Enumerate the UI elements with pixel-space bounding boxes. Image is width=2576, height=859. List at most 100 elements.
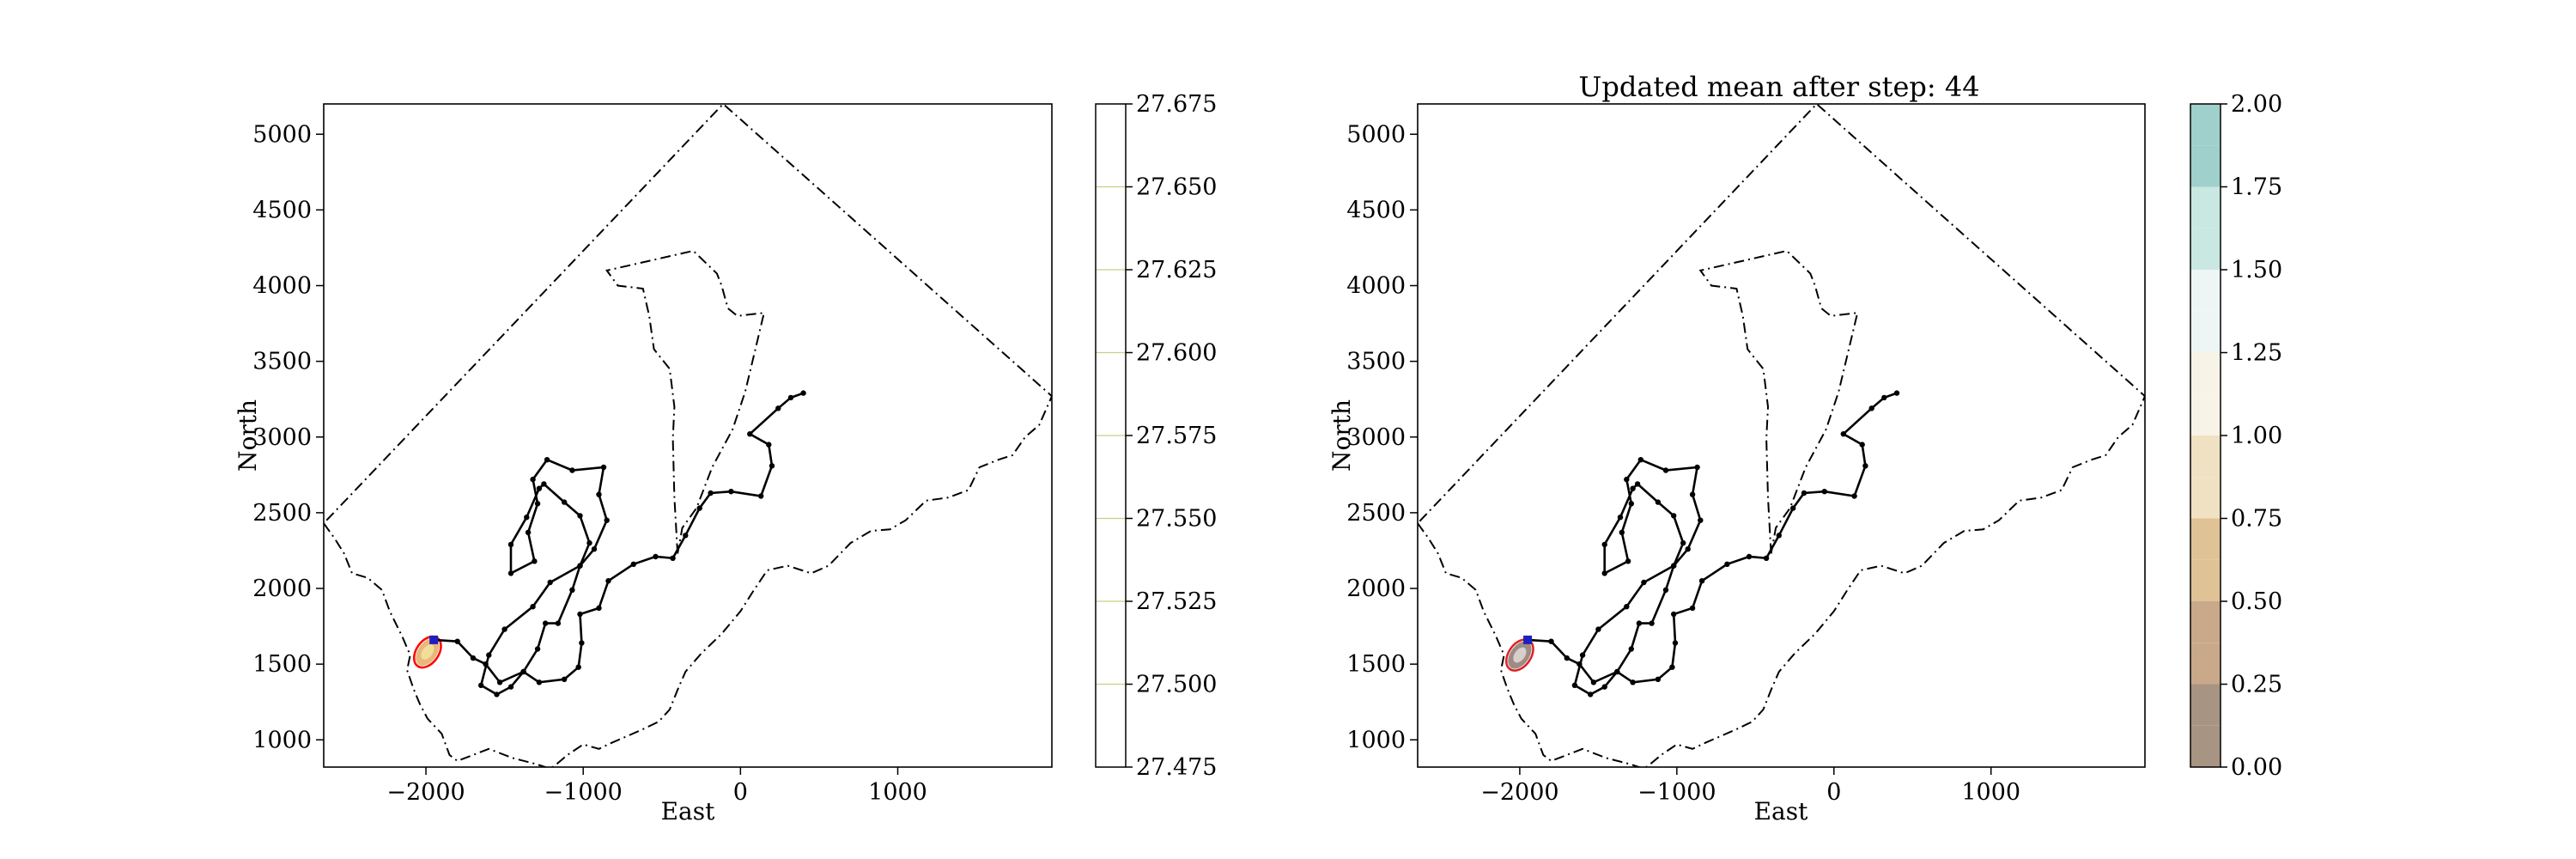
colorbar-tick-label: 27.475 [1136,754,1217,781]
colorbar-tick-label: 1.75 [2231,174,2282,201]
right-y-ticks: 1000 1500 2000 2500 3000 3500 4000 4500 5000 [1346,121,1418,753]
colorbar-tick-label: 0.75 [2231,506,2282,533]
survey-point [1698,578,1705,584]
survey-point [630,561,636,567]
y-tick-label: 4500 [1346,197,1406,223]
y-tick-label: 4000 [252,273,312,300]
survey-point [1698,517,1704,523]
y-tick-label: 4000 [1346,273,1406,300]
survey-point [541,481,547,487]
colorbar-band [2190,104,2221,146]
left-y-ticks: 1000 1500 2000 2500 3000 3500 4000 4500 5000 [252,121,324,753]
x-tick-label: 1000 [1961,779,2020,806]
survey-point [501,626,507,632]
colorbar-tick-label: 27.500 [1136,672,1217,698]
boundary-inner-line [605,249,766,554]
survey-point [1564,655,1571,661]
y-tick-label: 2000 [1346,576,1406,602]
y-tick-label: 2500 [1346,500,1406,527]
survey-point [1625,558,1631,564]
colorbar-tick-label: 27.675 [1136,91,1217,118]
boundary-inner-line [1698,249,1859,554]
survey-point [1579,652,1586,658]
survey-point [507,684,514,690]
survey-point [1662,587,1669,593]
survey-point [769,463,775,469]
survey-point [532,558,538,564]
survey-point [577,513,583,519]
survey-point [1614,668,1620,675]
y-tick-label: 1500 [252,651,312,678]
survey-point [1601,684,1607,690]
survey-point [605,578,611,584]
survey-point [600,464,607,471]
survey-point [1671,513,1677,519]
colorbar-tick-label: 27.550 [1136,506,1217,533]
survey-point [562,499,568,505]
left-panel: −2000 −1000 0 1000 1000 1500 2000 2500 3000 3500… [234,91,1217,825]
survey-point [775,405,781,411]
x-tick-label: 1000 [868,779,927,806]
x-tick-label: 0 [1826,779,1841,806]
highlight-ellipse-core [1513,647,1527,663]
colorbar-band [2190,559,2221,601]
boundary-outer-line [1418,104,2145,767]
survey-point [1859,442,1865,448]
survey-point [586,539,592,546]
right-x-ticks: −2000 −1000 0 1000 [1480,767,2020,806]
survey-point [1636,620,1643,626]
y-tick-label: 5000 [1346,121,1406,148]
x-tick-label: 0 [733,779,748,806]
survey-point [1630,679,1636,685]
right-panel: Updated mean after step: 44 −2000 −1000 0 1… [1327,70,2282,825]
survey-point [1619,529,1625,535]
colorbar-tick-label: 1.25 [2231,340,2282,367]
colorbar-band [2190,684,2221,726]
y-tick-label: 3500 [1346,349,1406,375]
survey-point [1637,457,1644,463]
colorbar-band [2190,228,2221,270]
survey-point [525,529,532,535]
survey-point [1724,561,1730,567]
colorbar-tick-label: 27.650 [1136,174,1217,201]
current-position-marker [429,635,439,644]
survey-point [483,661,489,667]
survey-point [1655,676,1662,682]
survey-point [534,646,541,652]
survey-point [454,638,460,644]
survey-point [1801,490,1807,497]
survey-point [1601,541,1607,548]
survey-point [596,605,602,612]
y-tick-label: 1000 [252,727,312,753]
colorbar-tick-label: 27.600 [1136,340,1217,367]
colorbar-band [2190,270,2221,312]
survey-point [1624,476,1630,483]
survey-point [1689,605,1696,612]
survey-point [530,604,536,610]
survey-point [747,431,753,437]
survey-point [1851,493,1857,499]
survey-point [1641,579,1647,586]
survey-point [579,640,585,646]
left-y-axis-label: North [234,399,262,472]
current-position-marker [1523,635,1533,644]
colorbar-tick-label: 27.575 [1136,423,1217,449]
x-tick-label: −1000 [1637,779,1716,806]
survey-point [1595,626,1601,632]
colorbar-tick-label: 0.00 [2231,754,2282,781]
survey-point [1881,394,1887,401]
left-x-axis-label: East [661,797,716,825]
survey-point [507,541,514,548]
y-tick-label: 3000 [1346,424,1406,451]
survey-point [1680,539,1686,546]
survey-point [1624,604,1630,610]
survey-point [1694,464,1700,471]
survey-point [547,579,553,586]
survey-point [470,655,477,661]
survey-point [1590,679,1597,685]
colorbar-band [2190,601,2221,643]
survey-point [530,476,536,483]
survey-point [536,679,543,685]
colorbar-band [2190,436,2221,478]
